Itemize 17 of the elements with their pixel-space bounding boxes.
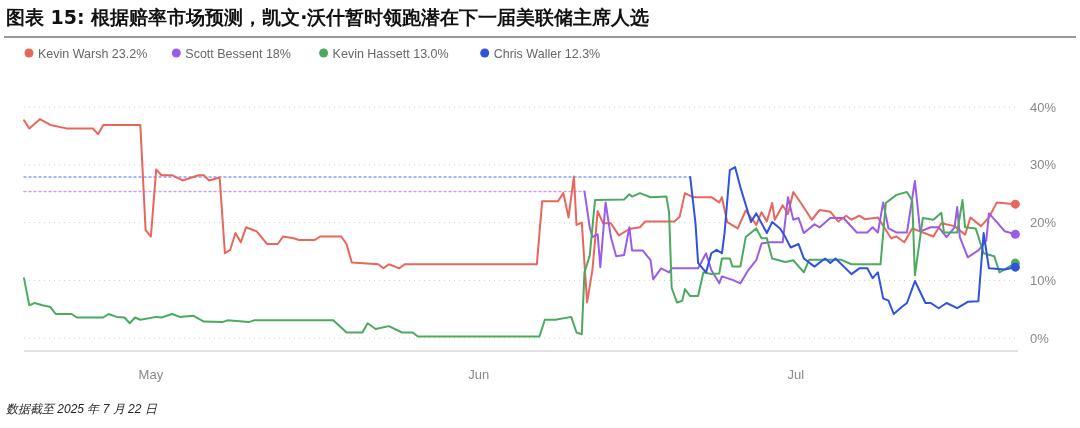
legend-label: Kevin Hassett 13.0% xyxy=(332,46,449,61)
chart-title: 图表 15: 根据赔率市场预测，凯文·沃什暂时领跑潜在下一届美联储主席人选 xyxy=(6,6,650,28)
legend-label: Chris Waller 12.3% xyxy=(493,46,601,61)
y-tick-label: 0% xyxy=(1030,330,1050,346)
point xyxy=(1010,262,1020,272)
x-tick-label: Jun xyxy=(468,367,490,382)
legend-label: Kevin Warsh 23.2% xyxy=(38,46,148,61)
y-tick-label: 40% xyxy=(1030,99,1057,115)
y-tick-label: 30% xyxy=(1030,157,1057,173)
point xyxy=(1010,199,1020,209)
x-tick-label: May xyxy=(138,367,164,382)
text: 数据截至 2025 年 7 月 22 日 xyxy=(6,402,158,416)
legend-label: Scott Bessent 18% xyxy=(185,46,291,61)
y-tick-label: 10% xyxy=(1030,272,1057,288)
point xyxy=(1010,229,1020,239)
x-tick-label: Jul xyxy=(787,367,805,382)
y-tick-label: 20% xyxy=(1030,215,1057,231)
